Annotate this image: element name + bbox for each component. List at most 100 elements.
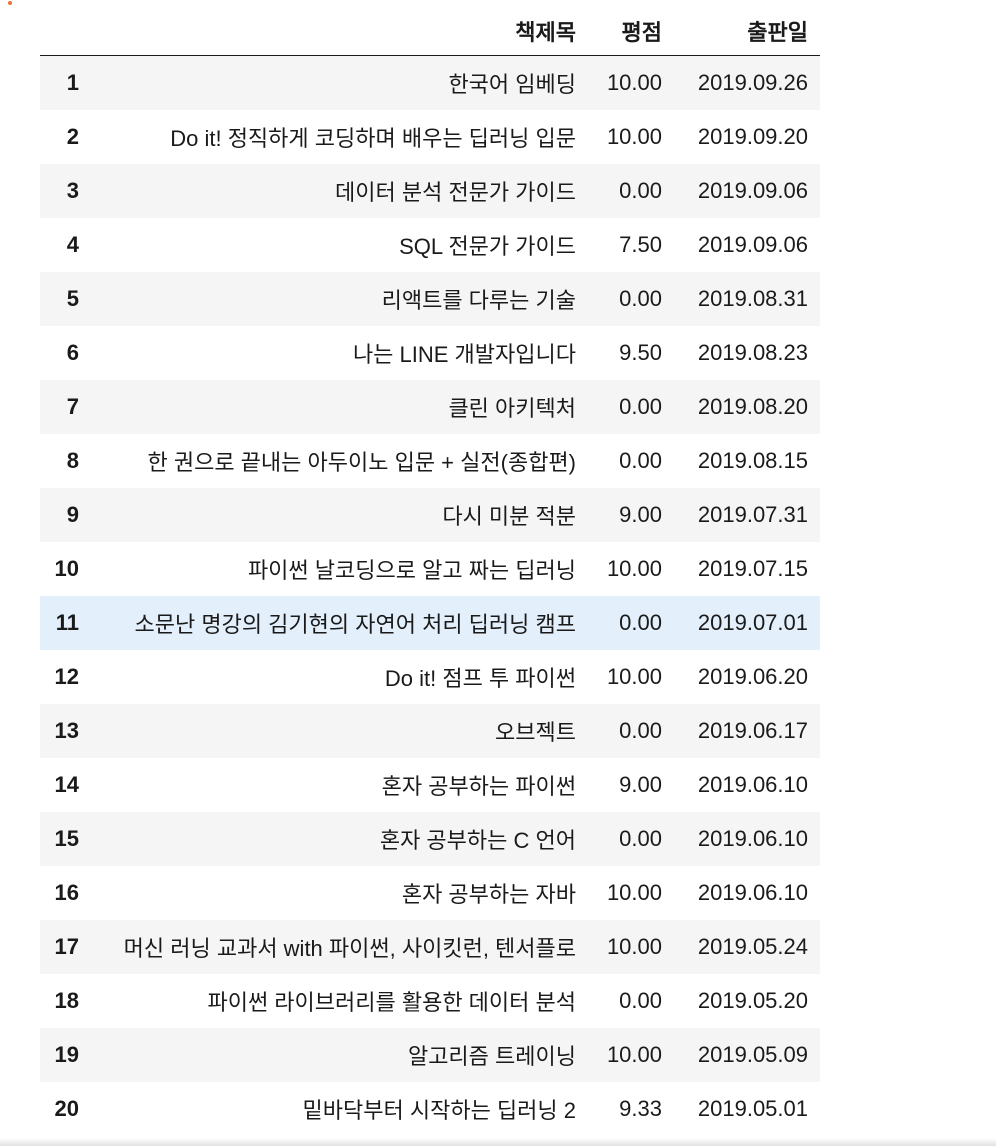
table-row: 8 한 권으로 끝내는 아두이노 입문 + 실전(종합편) 0.00 2019.08.… xyxy=(40,433,820,488)
cell-indicator-dot xyxy=(8,1,12,5)
book-title-cell: 파이썬 날코딩으로 알고 짜는 딥러닝 xyxy=(247,557,576,583)
rating-cell: 0.00 xyxy=(619,825,662,851)
rating-cell: 0.00 xyxy=(619,285,662,311)
scroll-edge-shadow xyxy=(0,1138,996,1146)
rating-cell: 0.00 xyxy=(619,177,662,203)
book-title-cell: 소문난 명강의 김기현의 자연어 처리 딥러닝 캠프 xyxy=(134,611,576,637)
publish-date-cell: 2019.05.09 xyxy=(697,1041,808,1067)
table-row: 18 파이썬 라이브러리를 활용한 데이터 분석 0.00 2019.05.20 xyxy=(40,973,820,1028)
publish-date-cell: 2019.06.10 xyxy=(697,825,808,851)
publish-date-cell: 2019.09.26 xyxy=(697,69,808,95)
rating-cell: 10.00 xyxy=(606,1041,662,1067)
rating-cell: 10.00 xyxy=(606,879,662,905)
row-index: 6 xyxy=(66,339,79,365)
rating-cell: 10.00 xyxy=(606,663,662,689)
row-index: 12 xyxy=(54,663,79,689)
rating-cell: 0.00 xyxy=(619,717,662,743)
row-index: 19 xyxy=(54,1041,79,1067)
publish-date-cell: 2019.06.10 xyxy=(697,771,808,797)
book-title-cell: 클린 아키텍처 xyxy=(448,395,576,421)
book-title-cell: SQL 전문가 가이드 xyxy=(399,233,576,259)
row-index: 11 xyxy=(55,609,79,635)
row-index: 20 xyxy=(54,1095,79,1121)
publish-date-cell: 2019.05.01 xyxy=(697,1095,808,1121)
book-title-cell: 밑바닥부터 시작하는 딥러닝 2 xyxy=(302,1097,576,1123)
rating-cell: 10.00 xyxy=(606,123,662,149)
table-row: 5 리액트를 다루는 기술 0.00 2019.08.31 xyxy=(40,271,820,326)
rating-cell: 0.00 xyxy=(619,987,662,1013)
table-row: 10 파이썬 날코딩으로 알고 짜는 딥러닝 10.00 2019.07.15 xyxy=(40,541,820,596)
book-title-cell: 한국어 임베딩 xyxy=(448,71,576,97)
row-index: 9 xyxy=(66,501,79,527)
rating-cell: 10.00 xyxy=(606,69,662,95)
row-index: 14 xyxy=(54,771,79,797)
header-row: 책제목 평점 출판일 xyxy=(40,7,820,56)
row-index: 10 xyxy=(54,555,79,581)
row-index: 7 xyxy=(66,393,79,419)
row-index: 15 xyxy=(54,825,79,851)
table-row: 12 Do it! 점프 투 파이썬 10.00 2019.06.20 xyxy=(40,649,820,704)
book-title-cell: 오브젝트 xyxy=(495,719,576,745)
row-index: 3 xyxy=(66,177,79,203)
publish-date-cell: 2019.08.15 xyxy=(697,447,808,473)
book-title-cell: 리액트를 다루는 기술 xyxy=(381,287,576,313)
row-index: 18 xyxy=(54,987,79,1013)
rating-cell: 9.00 xyxy=(619,501,662,527)
row-index: 2 xyxy=(66,123,79,149)
rating-cell: 9.50 xyxy=(619,339,662,365)
table-row: 4 SQL 전문가 가이드 7.50 2019.09.06 xyxy=(40,217,820,272)
row-index: 8 xyxy=(66,447,79,473)
header-rating: 평점 xyxy=(588,7,674,56)
table-row: 20 밑바닥부터 시작하는 딥러닝 2 9.33 2019.05.01 xyxy=(40,1081,820,1136)
row-index: 1 xyxy=(66,69,79,95)
row-index: 13 xyxy=(54,717,79,743)
row-index: 5 xyxy=(66,285,79,311)
books-dataframe-table: 책제목 평점 출판일 1 한국어 임베딩 10.00 2019.09.26 2 Do it… xyxy=(40,7,820,1136)
publish-date-cell: 2019.07.15 xyxy=(697,555,808,581)
book-title-cell: 한 권으로 끝내는 아두이노 입문 + 실전(종합편) xyxy=(147,449,577,475)
publish-date-cell: 2019.09.06 xyxy=(697,177,808,203)
publish-date-cell: 2019.08.23 xyxy=(697,339,808,365)
book-title-cell: 혼자 공부하는 C 언어 xyxy=(379,827,576,853)
publish-date-cell: 2019.06.10 xyxy=(697,879,808,905)
table-row: 11 소문난 명강의 김기현의 자연어 처리 딥러닝 캠프 0.00 2019.07.… xyxy=(40,595,820,650)
rating-cell: 10.00 xyxy=(606,933,662,959)
header-title: 책제목 xyxy=(100,7,588,56)
book-title-cell: 머신 러닝 교과서 with 파이썬, 사이킷런, 텐서플로 xyxy=(123,935,576,961)
publish-date-cell: 2019.07.01 xyxy=(697,609,808,635)
publish-date-cell: 2019.06.20 xyxy=(697,663,808,689)
publish-date-cell: 2019.08.31 xyxy=(697,285,808,311)
rating-cell: 0.00 xyxy=(619,609,662,635)
rating-cell: 10.00 xyxy=(606,555,662,581)
book-title-cell: 나는 LINE 개발자입니다 xyxy=(352,341,576,367)
rating-cell: 9.33 xyxy=(619,1095,662,1121)
table-row: 1 한국어 임베딩 10.00 2019.09.26 xyxy=(40,55,820,110)
dataframe-output: 책제목 평점 출판일 1 한국어 임베딩 10.00 2019.09.26 2 Do it… xyxy=(40,7,820,1136)
rating-cell: 0.00 xyxy=(619,393,662,419)
table-row: 15 혼자 공부하는 C 언어 0.00 2019.06.10 xyxy=(40,811,820,866)
table-row: 7 클린 아키텍처 0.00 2019.08.20 xyxy=(40,379,820,434)
table-row: 6 나는 LINE 개발자입니다 9.50 2019.08.23 xyxy=(40,325,820,380)
publish-date-cell: 2019.09.20 xyxy=(697,123,808,149)
rating-cell: 0.00 xyxy=(619,447,662,473)
book-title-cell: Do it! 점프 투 파이썬 xyxy=(384,665,576,691)
table-body: 1 한국어 임베딩 10.00 2019.09.26 2 Do it! 정직하게 코딩하며… xyxy=(40,55,820,1136)
rating-cell: 9.00 xyxy=(619,771,662,797)
book-title-cell: 파이썬 라이브러리를 활용한 데이터 분석 xyxy=(207,989,576,1015)
table-row: 16 혼자 공부하는 자바 10.00 2019.06.10 xyxy=(40,865,820,920)
publish-date-cell: 2019.05.20 xyxy=(697,987,808,1013)
book-title-cell: 혼자 공부하는 파이썬 xyxy=(381,773,576,799)
row-index: 17 xyxy=(54,933,79,959)
row-index: 16 xyxy=(54,879,79,905)
table-row: 2 Do it! 정직하게 코딩하며 배우는 딥러닝 입문 10.00 2019.09… xyxy=(40,109,820,164)
publish-date-cell: 2019.07.31 xyxy=(697,501,808,527)
table-row: 14 혼자 공부하는 파이썬 9.00 2019.06.10 xyxy=(40,757,820,812)
table-row: 13 오브젝트 0.00 2019.06.17 xyxy=(40,703,820,758)
publish-date-cell: 2019.06.17 xyxy=(697,717,808,743)
table-row: 9 다시 미분 적분 9.00 2019.07.31 xyxy=(40,487,820,542)
row-index: 4 xyxy=(66,231,79,257)
publish-date-cell: 2019.05.24 xyxy=(697,933,808,959)
table-row: 17 머신 러닝 교과서 with 파이썬, 사이킷런, 텐서플로 10.00 201… xyxy=(40,919,820,974)
table-header: 책제목 평점 출판일 xyxy=(40,7,820,56)
